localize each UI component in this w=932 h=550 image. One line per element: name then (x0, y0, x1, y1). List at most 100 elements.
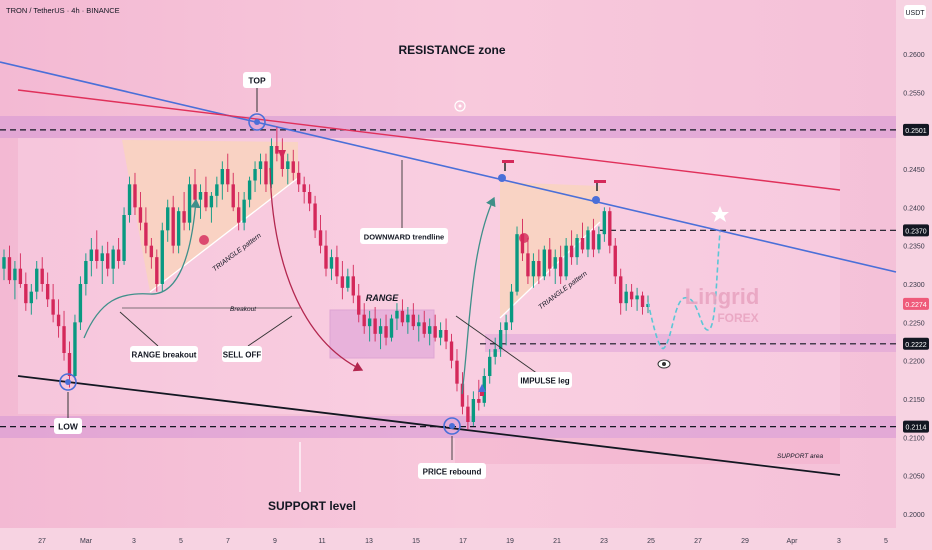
candle (586, 226, 590, 258)
time-tick-label: 25 (647, 538, 655, 545)
candle (488, 349, 492, 384)
candle (144, 207, 148, 254)
candle (258, 153, 263, 185)
time-tick-label: 29 (741, 538, 749, 545)
candle (624, 284, 628, 311)
candle (619, 268, 623, 315)
price-tick-label: 0.2450 (903, 167, 925, 174)
svg-text:RANGE breakout: RANGE breakout (132, 351, 197, 360)
candle (297, 161, 301, 192)
snail-icon (199, 235, 209, 245)
triangle-1-line (149, 177, 299, 293)
candle (335, 245, 339, 284)
candle (553, 249, 557, 284)
candle (597, 226, 601, 254)
candle (182, 192, 186, 231)
candle (471, 391, 476, 426)
time-tick-label: 27 (38, 538, 46, 545)
svg-text:0.2114: 0.2114 (906, 425, 927, 432)
candle (166, 199, 170, 242)
price-tick-label: 0.2200 (903, 359, 925, 366)
range-box (329, 309, 435, 359)
svg-text:USDT: USDT (905, 10, 925, 17)
price-tick-label: 0.2250 (903, 320, 925, 327)
candle (62, 310, 66, 361)
red-trendline[interactable] (17, 89, 841, 191)
candle (635, 287, 639, 311)
time-tick-label: 23 (600, 538, 608, 545)
candle (449, 333, 454, 369)
candle (509, 284, 514, 330)
price-tick-label: 0.2050 (903, 474, 925, 481)
candle (351, 264, 355, 304)
time-tick-label: 9 (273, 538, 277, 545)
candle (629, 284, 634, 307)
rebound-pivot[interactable] (443, 417, 461, 435)
candle (318, 215, 323, 254)
price-tick-label: 0.2350 (903, 244, 925, 251)
candle (138, 192, 143, 231)
candle (428, 318, 432, 346)
candle (537, 249, 541, 284)
candle (395, 303, 399, 330)
candle (242, 192, 246, 231)
candle (84, 253, 88, 296)
support-trendline[interactable] (17, 375, 841, 476)
candle (226, 153, 230, 192)
candle (160, 222, 164, 292)
candle (275, 126, 279, 162)
candle (127, 176, 132, 223)
range-label: RANGE (366, 293, 399, 303)
candle (493, 337, 497, 365)
candle (526, 238, 530, 284)
candle (444, 318, 448, 350)
time-tick-label: 17 (459, 538, 467, 545)
candle (24, 272, 28, 311)
candle (35, 261, 39, 300)
candle (13, 261, 17, 300)
peak-marker-2 (592, 196, 600, 204)
watermark-brand: Lingrid (685, 284, 760, 309)
resistance-zone-label: RESISTANCE zone (398, 43, 505, 57)
top-pivot[interactable] (248, 113, 266, 131)
price-axis[interactable]: 0.26000.25500.25000.24500.24000.23500.23… (903, 52, 925, 519)
candle (542, 245, 546, 281)
candle (373, 307, 377, 342)
breakout-label: Breakout (230, 306, 257, 313)
snail-icon-2 (519, 233, 529, 243)
price-tick-label: 0.2600 (903, 52, 925, 59)
range-breakout-label: RANGE breakout (130, 346, 198, 362)
candle (417, 314, 421, 342)
time-tick-label: 27 (694, 538, 702, 545)
candle (171, 195, 175, 254)
downward-trendline[interactable] (0, 61, 897, 273)
svg-text:0.2370: 0.2370 (905, 228, 927, 235)
down-arrow-icon (278, 150, 286, 160)
target-icon (454, 100, 466, 112)
time-tick-label: 19 (506, 538, 514, 545)
candle (253, 161, 257, 192)
support-area-label: SUPPORT area (777, 453, 824, 460)
time-tick-label: 11 (318, 538, 325, 545)
eye-icon (657, 359, 671, 369)
svg-text:DOWNWARD trendline: DOWNWARD trendline (364, 233, 444, 242)
hammer-icon-2 (594, 180, 606, 191)
candle (176, 207, 181, 254)
candle (220, 161, 224, 200)
price-tick-label: 0.2150 (903, 397, 925, 404)
sell-off-label: SELL OFF (222, 346, 262, 362)
candle (7, 245, 12, 284)
hammer-icon (502, 160, 514, 171)
candle (575, 234, 579, 265)
low-pivot[interactable] (59, 373, 77, 391)
time-axis[interactable]: 27 Mar 3 5 7 9 11 13 15 17 19 21 23 25 27 29 Apr 3 5 (38, 538, 888, 545)
price-badge: 0.2114 (903, 420, 929, 433)
candle (406, 307, 410, 334)
sell-off-pointer (247, 315, 293, 347)
time-tick-label: Apr (787, 538, 799, 545)
candle (531, 253, 536, 288)
candle (286, 153, 290, 185)
price-axis-panel (896, 0, 932, 550)
candle (264, 153, 268, 192)
